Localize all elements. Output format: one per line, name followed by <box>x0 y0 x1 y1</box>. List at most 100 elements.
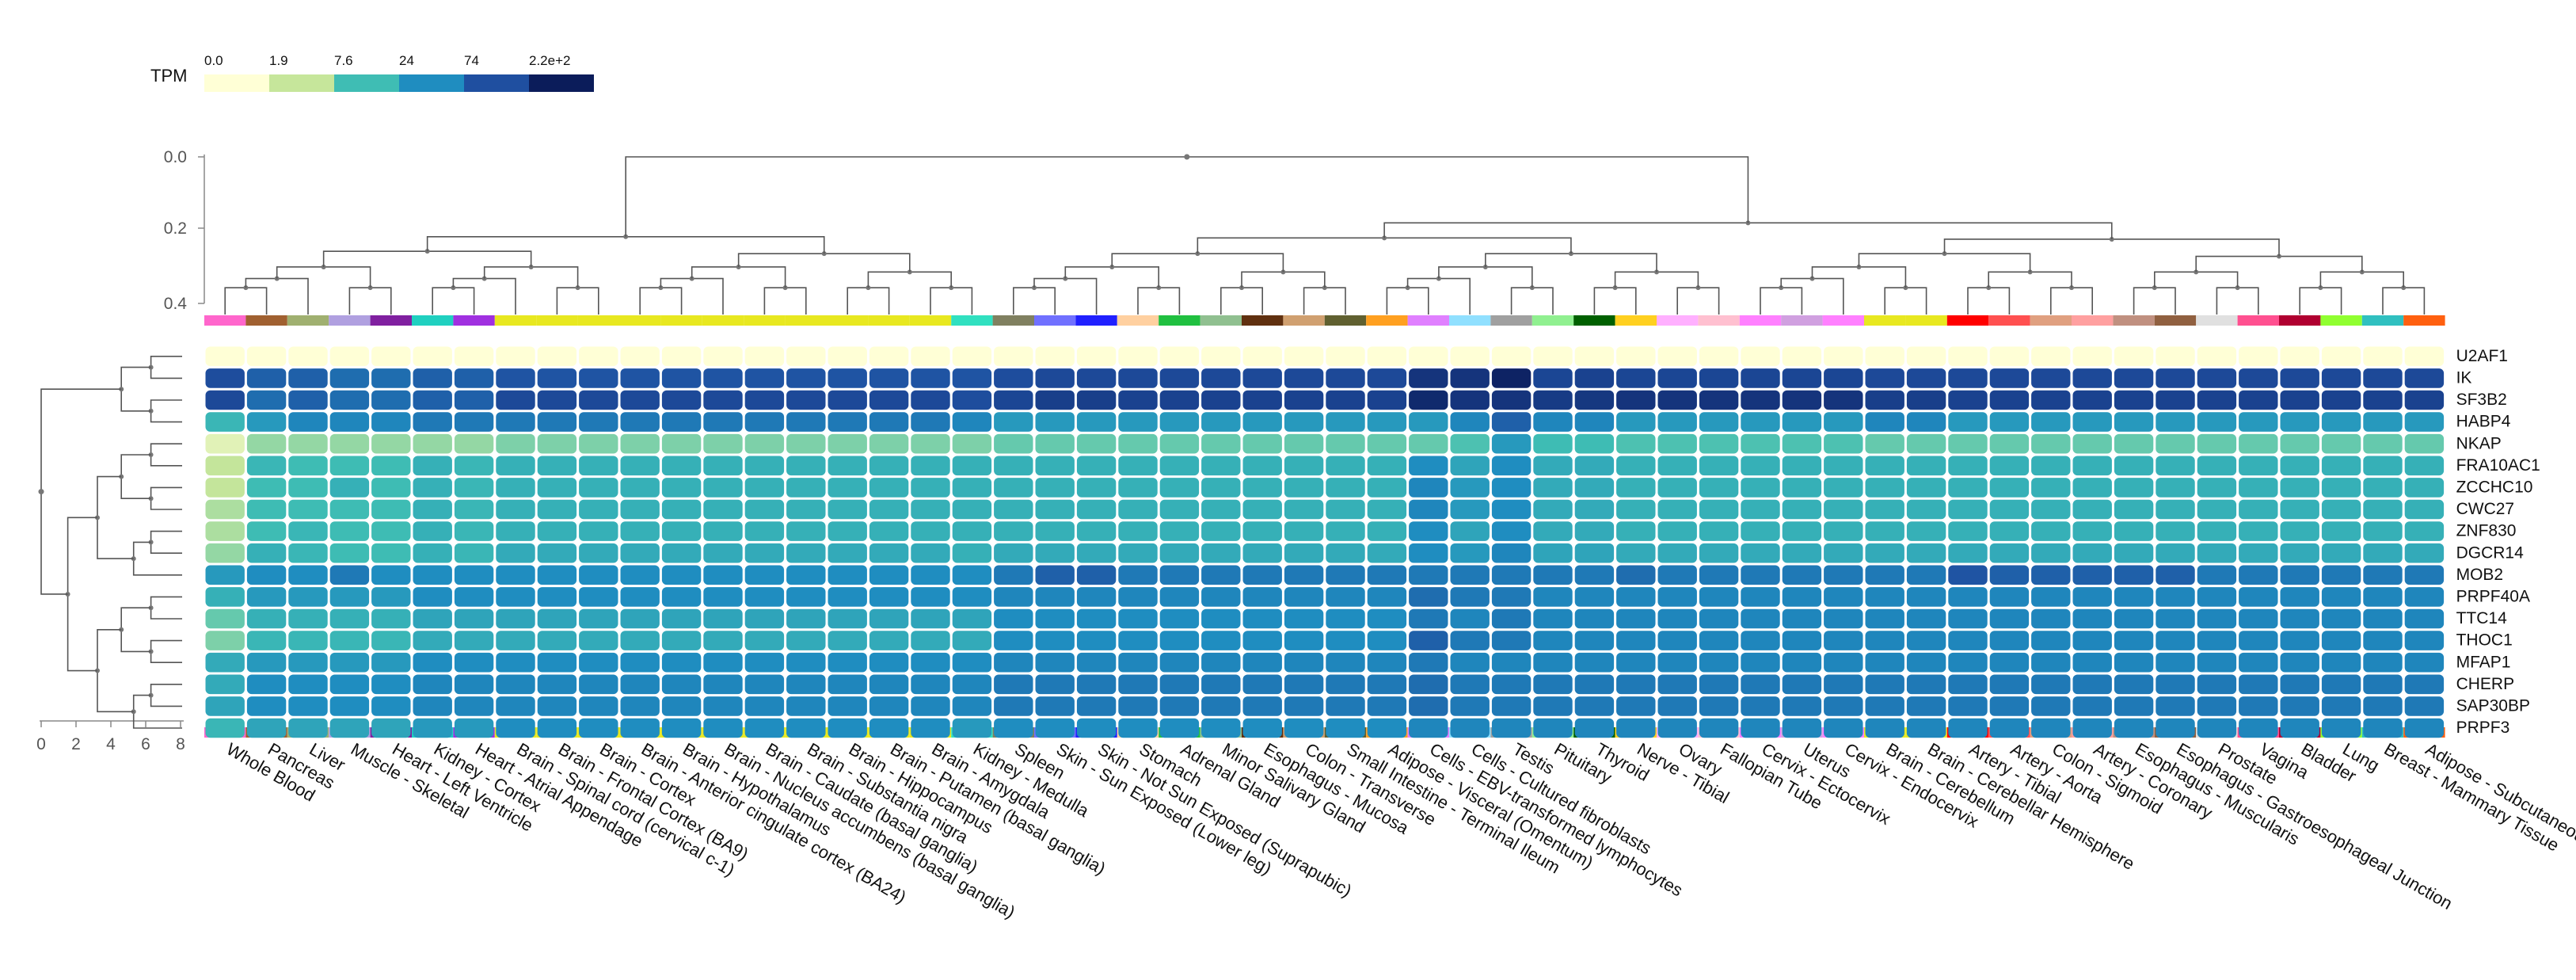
heatmap-cell <box>454 587 494 607</box>
heatmap-cell <box>994 696 1033 716</box>
heatmap-cell <box>1035 608 1075 629</box>
heatmap-cell <box>413 412 452 432</box>
heatmap-cell <box>1118 390 1158 410</box>
tissue-color-swatch <box>2154 315 2197 326</box>
heatmap-cell <box>1906 587 1946 607</box>
dendrogram-branch <box>1967 287 2011 315</box>
heatmap-cell <box>1824 368 1863 388</box>
heatmap-cell <box>1284 696 1324 716</box>
heatmap-cell <box>828 718 867 738</box>
heatmap-cell <box>2404 608 2445 629</box>
heatmap-cell <box>1326 478 1365 498</box>
heatmap-cell <box>1865 587 1904 607</box>
heatmap-cell <box>205 390 245 410</box>
heatmap-cell <box>1367 565 1407 585</box>
heatmap-cell <box>1076 499 1117 520</box>
heatmap-cell <box>1699 608 1739 629</box>
top-tissue-color-strip <box>204 315 2445 326</box>
tissue-color-swatch <box>1366 315 1408 326</box>
heatmap-cell <box>288 674 328 695</box>
heatmap-cell <box>2321 652 2361 673</box>
heatmap-cell <box>911 499 950 520</box>
heatmap-cell <box>786 412 826 432</box>
dendrogram-branch <box>150 443 182 467</box>
heatmap-cell <box>329 543 370 563</box>
heatmap-cell <box>1616 652 1656 673</box>
heatmap-cell <box>994 652 1033 673</box>
heatmap-cell <box>2156 412 2195 432</box>
heatmap-cell <box>620 674 660 695</box>
heatmap-cell <box>1533 521 1573 541</box>
heatmap-cell <box>2156 565 2195 585</box>
axis-tick-label: 0.4 <box>164 295 188 313</box>
heatmap-cell <box>1699 346 1739 367</box>
heatmap-cell <box>1906 499 1946 520</box>
heatmap-cell <box>413 499 452 520</box>
heatmap-cell <box>952 456 992 476</box>
heatmap-cell <box>1699 631 1739 650</box>
heatmap-cell <box>205 587 245 607</box>
heatmap-cell <box>2363 521 2403 541</box>
heatmap-cell <box>1159 433 1200 454</box>
heatmap-cell <box>579 499 618 520</box>
heatmap-cell <box>2280 456 2319 476</box>
heatmap-cell <box>786 368 826 388</box>
heatmap-cell <box>1242 499 1282 520</box>
dendrogram-branch <box>1510 287 1554 315</box>
dendrogram-branch <box>1033 277 1098 315</box>
heatmap-cell <box>744 478 785 498</box>
heatmap-cell <box>371 390 411 410</box>
heatmap-cell <box>2072 478 2112 498</box>
column-dendrogram: 0.0 0.2 0.4 <box>164 148 2426 315</box>
dendrogram-branch <box>1386 287 1429 315</box>
heatmap-cell <box>2363 587 2403 607</box>
heatmap-cell <box>2239 499 2278 520</box>
heatmap-cell <box>2156 521 2195 541</box>
dendrogram-branch <box>556 287 599 315</box>
heatmap-cell <box>1906 456 1946 476</box>
dendrogram-branch <box>40 388 122 595</box>
heatmap-cell <box>1409 674 1448 695</box>
heatmap-cell <box>1242 478 1282 498</box>
heatmap-cell <box>205 412 245 432</box>
heatmap-cell <box>1616 565 1656 585</box>
heatmap-cell <box>288 543 328 563</box>
heatmap-cell <box>703 652 743 673</box>
heatmap-cell <box>911 521 950 541</box>
heatmap-cell <box>1035 696 1075 716</box>
heatmap-cell <box>454 696 494 716</box>
heatmap-cell <box>2031 587 2071 607</box>
tissue-color-swatch <box>287 315 329 326</box>
dendrogram-branch <box>691 266 786 288</box>
heatmap-cell <box>371 587 411 607</box>
heatmap-cell <box>744 587 785 607</box>
heatmap-cell <box>952 696 992 716</box>
heatmap-cell <box>1906 631 1946 650</box>
heatmap-cell <box>1865 346 1904 367</box>
heatmap-cell <box>1035 478 1075 498</box>
heatmap-cell <box>2031 368 2071 388</box>
heatmap-cell <box>2156 433 2195 454</box>
heatmap-cell <box>1574 543 1615 563</box>
tissue-color-swatch <box>1407 315 1449 326</box>
heatmap-cell <box>869 674 909 695</box>
heatmap-cell <box>2321 456 2361 476</box>
heatmap-cell <box>1409 565 1448 585</box>
heatmap-cell <box>496 412 535 432</box>
tissue-color-swatch <box>1698 315 1740 326</box>
heatmap-cell <box>2197 696 2237 716</box>
dendrogram-branch <box>483 266 579 288</box>
heatmap-cell <box>952 608 992 629</box>
heatmap-cell <box>329 478 370 498</box>
heatmap-cell <box>371 456 411 476</box>
heatmap-cell <box>579 587 618 607</box>
heatmap-cell <box>496 456 535 476</box>
heatmap-cell <box>869 718 909 738</box>
heatmap-cell <box>246 346 287 367</box>
heatmap-cell <box>1326 631 1365 650</box>
dendrogram-branch <box>120 607 151 653</box>
heatmap-cell <box>413 433 452 454</box>
heatmap-cell <box>2114 390 2154 410</box>
heatmap-cell <box>2280 587 2319 607</box>
heatmap-cell <box>1574 608 1615 629</box>
